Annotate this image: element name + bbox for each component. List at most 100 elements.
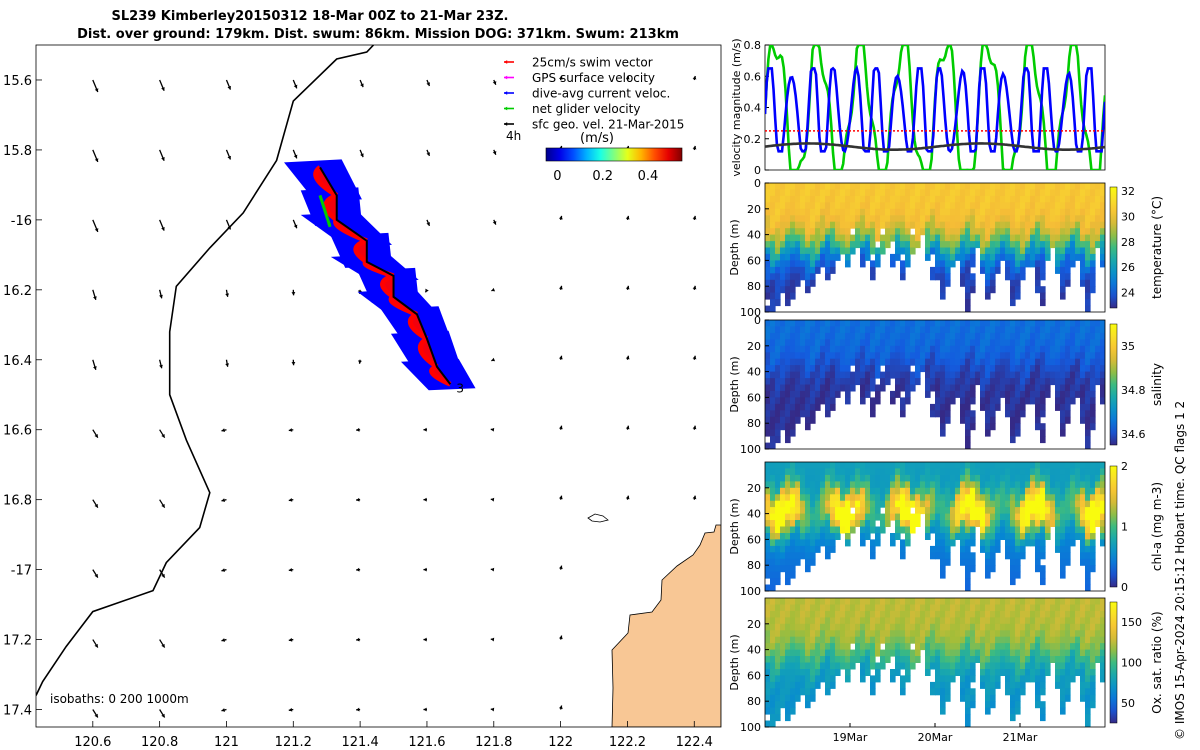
salinity-cell: [990, 371, 996, 379]
temperature-cell: [1065, 253, 1071, 261]
chla-cell: [1090, 487, 1096, 495]
temperature-cell: [780, 273, 786, 281]
chla-cell: [1080, 526, 1086, 534]
salinity-cell: [810, 397, 816, 405]
temperature-cell: [765, 189, 771, 197]
salinity-cell: [950, 358, 956, 366]
salinity-cell: [835, 371, 841, 379]
oxygen-cell: [925, 604, 931, 612]
oxygen-cell: [820, 662, 826, 670]
chla-cell: [965, 565, 971, 573]
sfc-vector-arrow: [221, 428, 227, 433]
salinity-cell: [870, 397, 876, 405]
chla-cell: [905, 481, 911, 489]
chla-cell: [1090, 513, 1096, 521]
salinity-cell: [955, 378, 961, 386]
oxygen-cell: [1050, 643, 1056, 651]
oxygen-cell: [1060, 662, 1066, 670]
chla-cell: [790, 481, 796, 489]
temperature-cell: [1000, 241, 1006, 249]
temperature-cell: [970, 202, 976, 210]
arrow-head: [227, 155, 232, 160]
oxygen-cell: [900, 610, 906, 618]
oxygen-cell: [1015, 604, 1021, 612]
oxygen-cell: [1075, 598, 1081, 605]
oxygen-cell: [1065, 604, 1071, 612]
salinity-cell: [975, 371, 981, 379]
oxygen-cell: [775, 662, 781, 670]
temperature-cell: [1010, 273, 1016, 281]
temperature-cell: [960, 273, 966, 281]
oxygen-cell: [865, 630, 871, 638]
chla-cell: [860, 533, 866, 540]
temperature-cell: [975, 202, 981, 210]
temperature-cell: [780, 228, 786, 236]
salinity-cell: [960, 339, 966, 347]
oxygen-cell: [770, 617, 776, 625]
salinity-cell: [940, 416, 946, 424]
oxygen-cell: [990, 688, 996, 696]
temperature-cell: [795, 189, 801, 197]
temperature-cells: [765, 183, 1105, 312]
salinity-cell: [905, 332, 911, 340]
chla-cell: [930, 481, 936, 489]
temperature-cell: [1025, 241, 1031, 249]
oxygen-cell: [765, 604, 771, 612]
temperature-cell: [885, 208, 891, 216]
oxygen-cell: [1045, 669, 1051, 676]
salinity-cell: [990, 345, 996, 353]
oxygen-cell: [920, 598, 926, 605]
temperature-cell: [1085, 234, 1091, 242]
oxygen-cell: [1070, 604, 1076, 612]
salinity-cell: [1015, 403, 1021, 411]
temperature-cell: [785, 260, 791, 268]
temperature-cell: [925, 202, 931, 210]
oxygen-cell: [985, 662, 991, 670]
oxygen-cell: [1085, 636, 1091, 644]
salinity-cell: [890, 352, 896, 360]
salinity-cell: [1025, 384, 1031, 392]
salinity-cell: [815, 345, 821, 353]
temperature-cell: [845, 228, 851, 236]
chla-cell: [845, 494, 851, 502]
oxygen-cell: [1040, 656, 1046, 663]
oxygen-cell: [855, 617, 861, 625]
temperature-cell: [940, 202, 946, 210]
oxygen-cell: [795, 694, 801, 702]
salinity-cell: [990, 410, 996, 418]
salinity-cell: [950, 326, 956, 334]
oxygen-cell: [925, 662, 931, 670]
oxygen-cell: [1055, 675, 1061, 683]
y-tick-label: -16: [11, 214, 32, 229]
temperature-cell: [765, 208, 771, 216]
salinity-cell: [985, 332, 991, 340]
oxygen-ylabel: Depth (m): [728, 634, 741, 690]
temperature-cell: [900, 273, 906, 281]
chla-cell: [1085, 468, 1091, 476]
chla-ytick-label: 100: [740, 585, 761, 598]
chla-cell: [1010, 462, 1016, 469]
temperature-cell: [1050, 234, 1056, 242]
oxygen-cell: [800, 649, 806, 657]
chla-cell: [975, 507, 981, 515]
temperature-cell: [810, 215, 816, 223]
oxygen-cell: [1085, 598, 1091, 605]
salinity-cell: [1020, 390, 1026, 398]
oxygen-cell: [1040, 681, 1046, 689]
salinity-cell: [1075, 371, 1081, 379]
salinity-cell: [1010, 397, 1016, 405]
salinity-cell: [785, 352, 791, 360]
salinity-cell: [1090, 365, 1096, 373]
salinity-cell: [765, 358, 771, 366]
temperature-cell: [820, 183, 826, 190]
chla-cell: [975, 468, 981, 476]
salinity-cell: [940, 358, 946, 366]
salinity-cell: [1005, 390, 1011, 398]
temperature-cell: [1040, 215, 1046, 223]
chla-cell: [910, 500, 916, 508]
chla-cell: [970, 468, 976, 476]
oxygen-cell: [920, 604, 926, 612]
temperature-cell: [925, 215, 931, 223]
salinity-cell: [970, 423, 976, 431]
salinity-cell: [825, 339, 831, 347]
